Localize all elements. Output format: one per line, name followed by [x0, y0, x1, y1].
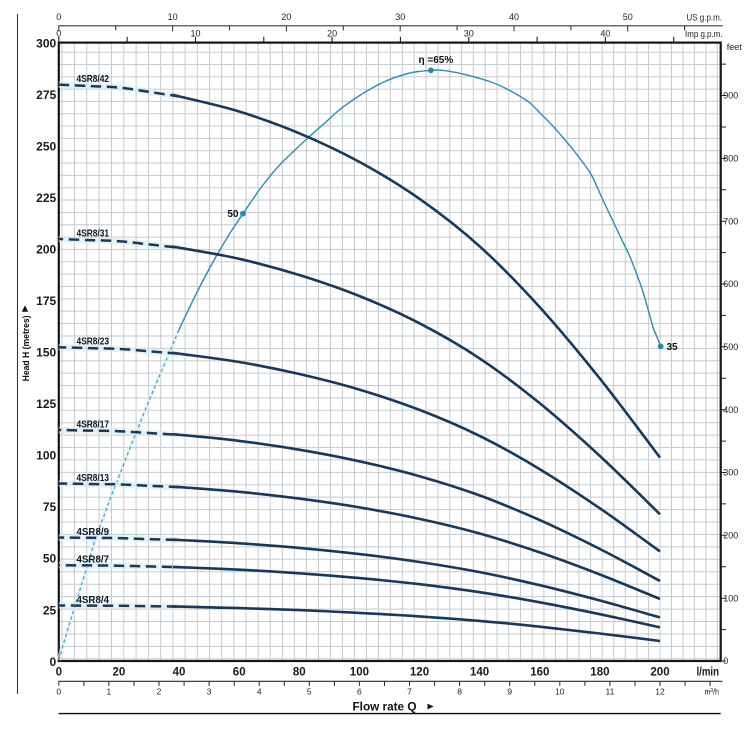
svg-text:4SR8/23: 4SR8/23 — [77, 337, 110, 348]
svg-text:10: 10 — [555, 687, 565, 697]
svg-text:250: 250 — [36, 140, 56, 154]
svg-text:700: 700 — [723, 216, 738, 226]
svg-text:100: 100 — [36, 449, 56, 463]
svg-text:4SR8/17: 4SR8/17 — [77, 419, 110, 430]
svg-text:10: 10 — [190, 29, 200, 39]
svg-text:0: 0 — [56, 12, 61, 22]
svg-text:500: 500 — [723, 342, 738, 352]
svg-text:60: 60 — [233, 667, 246, 679]
svg-text:30: 30 — [464, 29, 474, 39]
svg-text:600: 600 — [723, 279, 738, 289]
svg-text:6: 6 — [357, 687, 362, 697]
svg-text:180: 180 — [590, 667, 609, 679]
svg-text:300: 300 — [36, 36, 56, 50]
svg-text:200: 200 — [650, 667, 669, 679]
svg-text:3: 3 — [207, 687, 212, 697]
svg-text:100: 100 — [723, 593, 738, 603]
svg-text:100: 100 — [350, 667, 369, 679]
svg-text:900: 900 — [723, 91, 738, 101]
svg-text:20: 20 — [113, 667, 126, 679]
svg-text:50: 50 — [43, 552, 57, 566]
svg-text:4: 4 — [257, 687, 262, 697]
svg-text:30: 30 — [395, 12, 405, 22]
svg-text:0: 0 — [56, 29, 61, 39]
svg-text:160: 160 — [530, 667, 549, 679]
svg-text:η =65%: η =65% — [419, 55, 454, 66]
svg-text:50: 50 — [623, 12, 633, 22]
svg-text:4SR8/9: 4SR8/9 — [77, 527, 110, 538]
svg-text:Flow rate Q: Flow rate Q — [353, 701, 417, 713]
svg-text:75: 75 — [43, 500, 57, 514]
svg-text:275: 275 — [36, 88, 56, 102]
svg-text:80: 80 — [293, 667, 306, 679]
svg-text:200: 200 — [36, 243, 56, 257]
svg-text:120: 120 — [410, 667, 429, 679]
svg-text:25: 25 — [43, 603, 57, 617]
svg-text:175: 175 — [36, 294, 56, 308]
svg-text:20: 20 — [327, 29, 337, 39]
svg-text:35: 35 — [667, 342, 679, 353]
svg-text:225: 225 — [36, 191, 56, 205]
svg-text:200: 200 — [723, 531, 738, 541]
svg-text:7: 7 — [407, 687, 412, 697]
svg-text:40: 40 — [173, 667, 186, 679]
svg-text:4SR8/13: 4SR8/13 — [77, 473, 110, 484]
svg-text:US g.p.m.: US g.p.m. — [687, 12, 723, 22]
svg-text:12: 12 — [655, 687, 665, 697]
svg-text:40: 40 — [600, 29, 610, 39]
svg-text:4SR8/42: 4SR8/42 — [77, 74, 110, 85]
svg-text:m³/h: m³/h — [705, 687, 720, 697]
svg-text:140: 140 — [470, 667, 489, 679]
svg-text:Head H (metres): Head H (metres) — [21, 315, 32, 381]
svg-text:0: 0 — [56, 667, 62, 679]
svg-text:Imp g.p.m.: Imp g.p.m. — [685, 29, 723, 39]
svg-text:10: 10 — [168, 12, 178, 22]
svg-text:0: 0 — [723, 656, 728, 666]
svg-text:300: 300 — [723, 468, 738, 478]
svg-text:9: 9 — [507, 687, 512, 697]
svg-text:11: 11 — [605, 687, 614, 697]
svg-text:5: 5 — [307, 687, 312, 697]
svg-text:125: 125 — [36, 397, 56, 411]
svg-text:feet: feet — [727, 42, 743, 52]
svg-text:20: 20 — [281, 12, 291, 22]
svg-text:0: 0 — [50, 655, 57, 669]
svg-text:50: 50 — [227, 209, 239, 220]
svg-text:2: 2 — [157, 687, 162, 697]
svg-text:8: 8 — [457, 687, 462, 697]
svg-text:150: 150 — [36, 346, 56, 360]
svg-text:800: 800 — [723, 154, 738, 164]
svg-text:400: 400 — [723, 405, 738, 415]
svg-text:1: 1 — [107, 687, 112, 697]
svg-text:40: 40 — [509, 12, 519, 22]
svg-text:4SR8/31: 4SR8/31 — [77, 228, 110, 239]
svg-text:l/min: l/min — [697, 667, 720, 679]
svg-text:0: 0 — [56, 687, 61, 697]
svg-text:4SR8/7: 4SR8/7 — [77, 555, 110, 566]
svg-text:4SR8/4: 4SR8/4 — [77, 595, 110, 606]
